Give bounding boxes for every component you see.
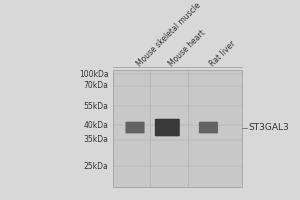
Text: 55kDa: 55kDa [84,102,109,111]
Text: 40kDa: 40kDa [84,121,109,130]
Text: 70kDa: 70kDa [84,81,109,90]
Text: 100kDa: 100kDa [79,70,109,79]
FancyBboxPatch shape [199,122,218,133]
Text: 25kDa: 25kDa [84,162,109,171]
FancyBboxPatch shape [125,122,145,133]
FancyBboxPatch shape [113,70,242,187]
Text: 35kDa: 35kDa [84,135,109,144]
Text: Mouse heart: Mouse heart [167,28,207,68]
Text: ST3GAL3: ST3GAL3 [248,123,289,132]
Text: Mouse skeletal muscle: Mouse skeletal muscle [135,1,202,68]
FancyBboxPatch shape [155,119,180,136]
Text: Rat liver: Rat liver [208,39,238,68]
